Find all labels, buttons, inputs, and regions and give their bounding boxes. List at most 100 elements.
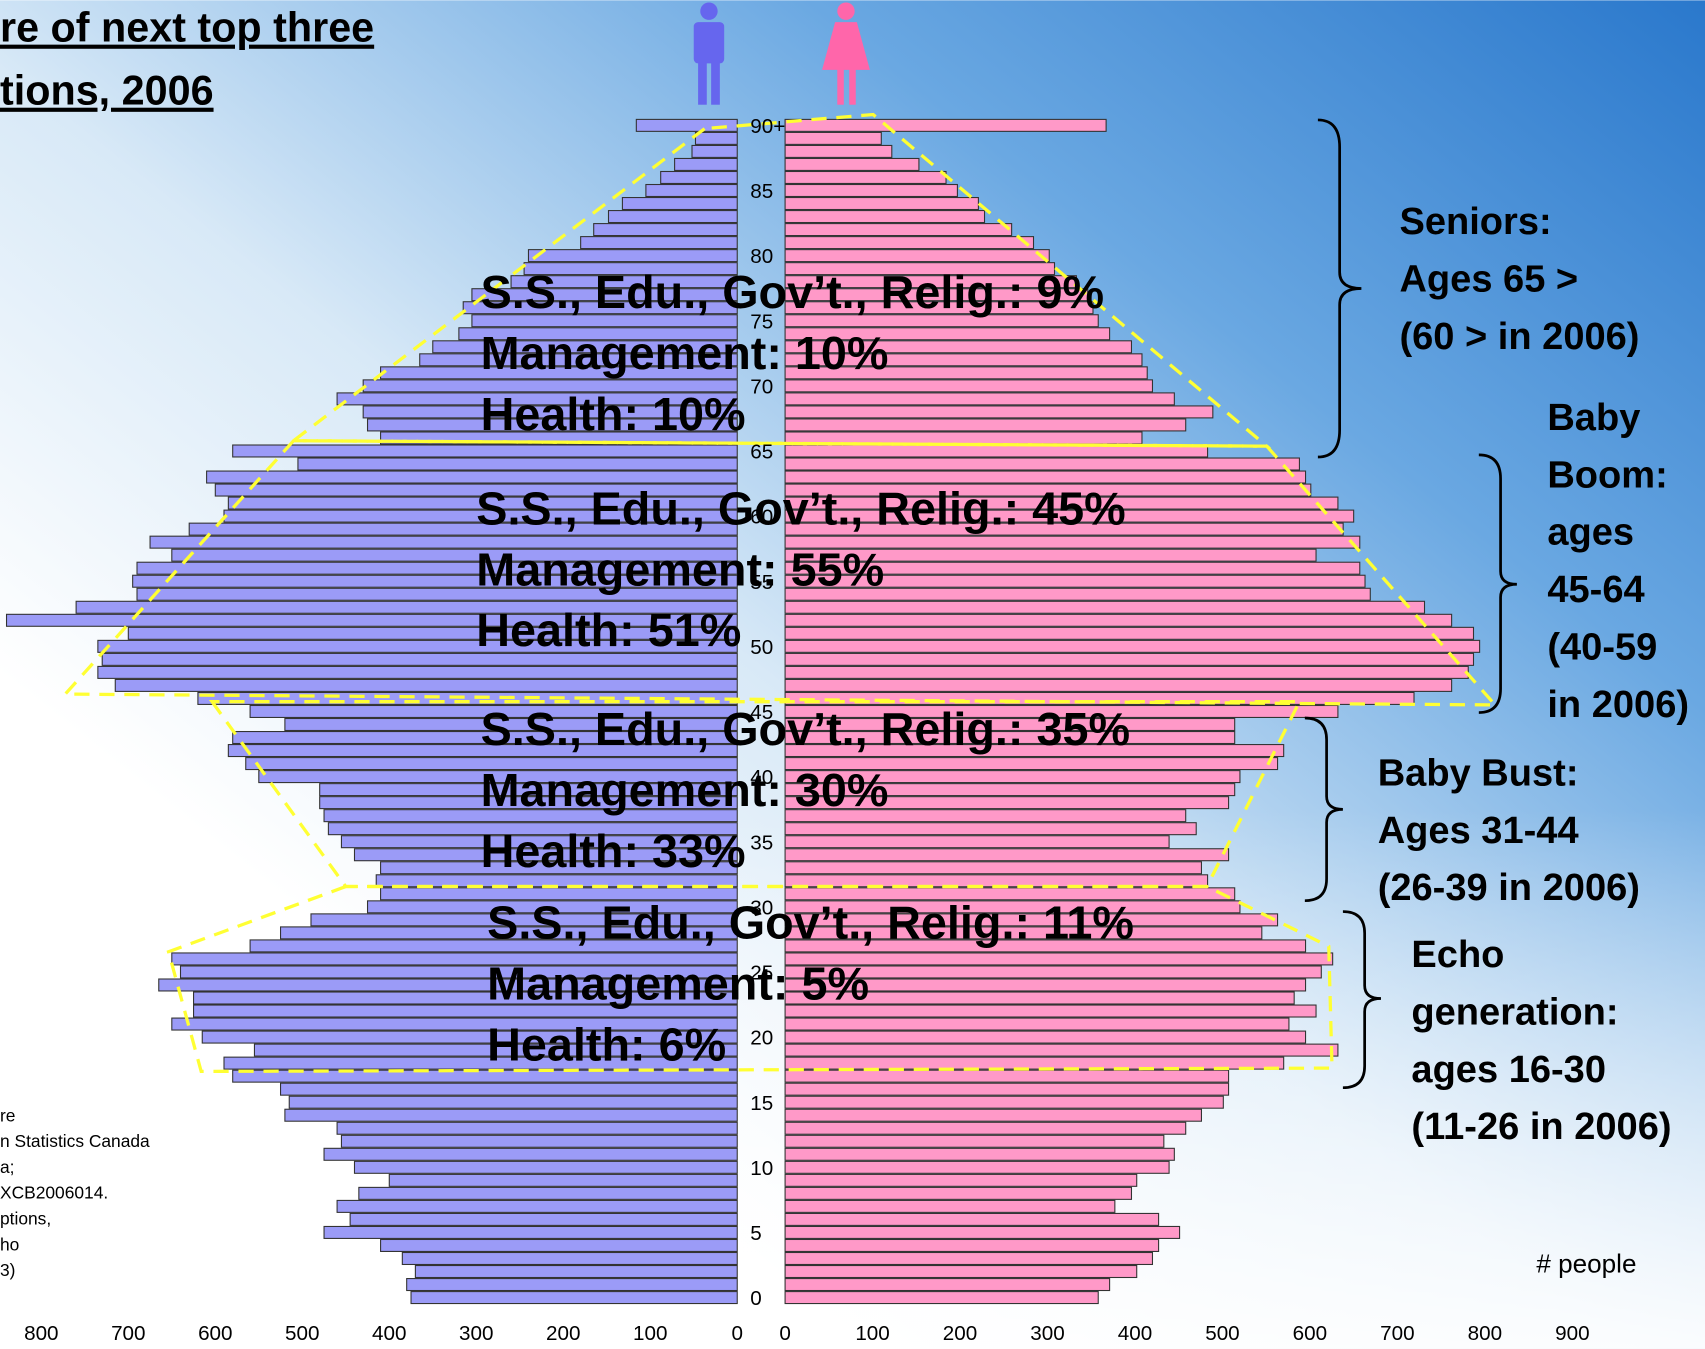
group-label: Seniors:: [1399, 201, 1551, 243]
bar: [784, 717, 1236, 732]
source-note: ptions,: [0, 1208, 51, 1228]
annotation: Health: 6%: [487, 1019, 726, 1071]
x-tick-label: 700: [111, 1322, 145, 1345]
bar: [366, 418, 738, 432]
seniors-outline: [288, 112, 1272, 448]
boom-outline: [61, 439, 1499, 707]
bar: [784, 1017, 1290, 1031]
age-label: 5: [750, 1222, 762, 1245]
x-axis-label: # people: [1536, 1249, 1636, 1279]
bar: [97, 639, 738, 653]
bar: [784, 587, 1371, 601]
bar: [410, 1291, 738, 1305]
bar: [784, 926, 1263, 940]
x-tick-label: 0: [779, 1322, 790, 1345]
x-tick-label: 800: [24, 1322, 58, 1345]
bar: [784, 1225, 1181, 1239]
bar: [784, 236, 1035, 250]
bar: [784, 353, 1143, 367]
bar: [362, 405, 738, 419]
bar: [171, 952, 738, 966]
source-note: 3): [0, 1260, 15, 1280]
bar: [784, 991, 1295, 1005]
bar: [593, 223, 738, 237]
group-label: Ages 31-44: [1378, 810, 1579, 852]
brace: [1342, 910, 1382, 1090]
bar: [784, 144, 893, 158]
bar: [258, 770, 738, 784]
bar: [297, 457, 738, 471]
bar: [784, 314, 1099, 328]
bar: [388, 1173, 738, 1187]
bar: [784, 157, 920, 171]
bar: [784, 418, 1187, 432]
x-tick-label: 200: [546, 1322, 580, 1345]
source-note: a;: [0, 1157, 15, 1177]
bar: [366, 900, 738, 914]
age-label: 40: [750, 766, 773, 789]
age-label: 20: [750, 1027, 773, 1050]
bar: [784, 1069, 1230, 1083]
group-label: Ages 65 >: [1399, 259, 1578, 301]
bar: [353, 848, 738, 862]
bar: [323, 1147, 738, 1161]
bar: [136, 561, 738, 575]
group-label: (26-39 in 2006): [1378, 867, 1640, 909]
bar: [188, 522, 738, 536]
bar: [171, 1017, 738, 1031]
bar: [336, 392, 738, 406]
bar: [580, 236, 738, 250]
bar: [75, 600, 738, 614]
bar: [784, 561, 1361, 575]
bar: [784, 574, 1366, 588]
x-tick-label: 400: [1118, 1322, 1152, 1345]
bar: [527, 249, 738, 263]
bar: [784, 965, 1322, 979]
age-label: 45: [750, 701, 773, 724]
bar: [223, 1056, 738, 1070]
bar: [784, 978, 1307, 992]
bar: [784, 1030, 1307, 1044]
bar: [784, 1251, 1154, 1266]
bar: [784, 1095, 1224, 1109]
age-label: 75: [750, 310, 773, 333]
bar: [784, 170, 947, 184]
bar: [784, 535, 1361, 549]
group-label: generation:: [1411, 991, 1618, 1033]
annotation: S.S., Edu., Gov’t., Relig.: 11%: [487, 897, 1134, 949]
bar: [784, 652, 1475, 666]
bar: [249, 704, 738, 718]
x-tick-label: 500: [285, 1322, 319, 1345]
bar: [784, 1004, 1317, 1018]
bar: [784, 1121, 1187, 1135]
bar: [179, 965, 738, 979]
bar: [279, 1082, 738, 1096]
annotation: Management: 10%: [481, 327, 889, 379]
bar: [288, 1095, 738, 1109]
bar: [401, 1251, 738, 1266]
bar: [510, 275, 738, 289]
bar: [784, 509, 1355, 523]
x-tick-label: 100: [633, 1322, 667, 1345]
bar: [784, 848, 1230, 862]
bar: [358, 1186, 738, 1200]
bar: [279, 926, 738, 940]
bar: [380, 861, 738, 875]
bar: [201, 1030, 738, 1044]
bar: [784, 1264, 1138, 1279]
bar: [784, 288, 1089, 302]
bar: [784, 249, 1050, 263]
bar: [232, 730, 738, 745]
bar: [607, 210, 738, 224]
bar: [380, 431, 738, 445]
bar: [784, 1160, 1170, 1174]
age-label: 90+: [750, 115, 785, 138]
x-tick-label: 700: [1380, 1322, 1414, 1345]
bars: [5, 118, 1481, 1305]
source-note: ho: [0, 1234, 19, 1254]
group-label: (11-26 in 2006): [1411, 1106, 1671, 1148]
bar: [284, 1108, 738, 1122]
